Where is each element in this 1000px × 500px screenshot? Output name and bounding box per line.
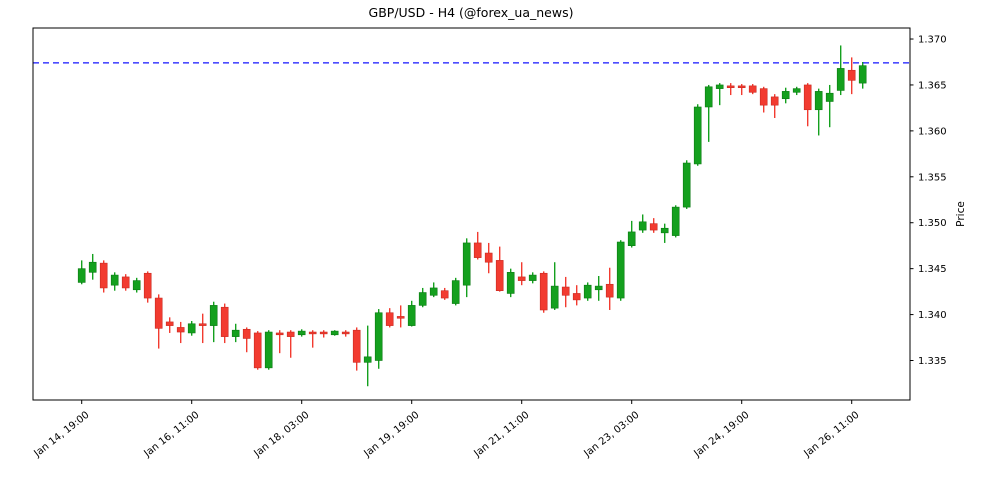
candle-body <box>616 241 625 299</box>
candle-body <box>286 331 295 337</box>
candle-body <box>781 91 790 100</box>
candle-body <box>363 356 372 363</box>
candle-body <box>627 231 636 246</box>
candle-body <box>649 223 658 231</box>
candle-body <box>440 290 449 299</box>
candle-body <box>319 331 328 335</box>
candle-body <box>803 84 812 111</box>
candle-body <box>385 312 394 326</box>
candle-body <box>429 287 438 296</box>
candle-body <box>143 272 152 299</box>
candle-body <box>308 331 317 335</box>
candle-body <box>495 260 504 291</box>
candle-body <box>671 206 680 236</box>
candle-body <box>396 316 405 319</box>
candle-body <box>528 274 537 281</box>
x-tick-label: Jan 24, 19:00 <box>692 410 752 460</box>
candle-body <box>726 85 735 89</box>
chart-title: GBP/USD - H4 (@forex_ua_news) <box>369 5 574 20</box>
candle-body <box>242 328 251 339</box>
candle-body <box>187 323 196 334</box>
candle-body <box>110 274 119 286</box>
candle-body <box>473 242 482 258</box>
y-tick-label: 1.350 <box>918 218 947 229</box>
candle-body <box>759 88 768 106</box>
candle-body <box>748 85 757 93</box>
y-axis-label: Price <box>955 201 967 227</box>
candle-body <box>704 86 713 108</box>
candle-body <box>814 91 823 111</box>
x-tick-label: Jan 16, 11:00 <box>142 410 202 460</box>
candle-body <box>330 330 339 336</box>
y-tick-label: 1.365 <box>918 80 947 91</box>
candle-body <box>121 276 130 289</box>
y-tick-label: 1.340 <box>918 310 947 321</box>
candle-body <box>462 242 471 286</box>
candle-body <box>209 305 218 326</box>
candle-body <box>176 327 185 333</box>
x-tick-label: Jan 14, 19:00 <box>32 410 92 460</box>
candle-body <box>77 268 86 283</box>
candle-body <box>407 305 416 326</box>
candle-body <box>341 331 350 335</box>
candle-body <box>506 272 515 294</box>
candle-body <box>352 329 361 363</box>
plot-area: 1.370 1.365 1.360 1.355 1.350 1.345 1.340 1.335… <box>32 27 947 460</box>
x-tick-label: Jan 21, 11:00 <box>472 410 532 460</box>
candle-body <box>451 280 460 304</box>
candle-body <box>275 332 284 336</box>
candle-body <box>737 85 746 89</box>
candle-body <box>770 96 779 106</box>
candle-body <box>550 285 559 309</box>
candle-body <box>297 330 306 336</box>
candle-body <box>374 312 383 361</box>
candle-body <box>517 276 526 281</box>
y-tick-label: 1.335 <box>918 356 947 367</box>
candle-body <box>154 297 163 329</box>
candle-body <box>198 323 207 326</box>
candle-body <box>561 286 570 296</box>
candle-body <box>847 69 856 81</box>
x-tick-label: Jan 19, 19:00 <box>362 410 422 460</box>
y-tick-label: 1.370 <box>918 35 947 46</box>
candle-body <box>88 261 97 273</box>
y-tick-label: 1.355 <box>918 172 947 183</box>
candle-body <box>638 221 647 231</box>
y-tick-label: 1.360 <box>918 126 947 137</box>
candle-body <box>836 68 845 91</box>
candle-body <box>825 92 834 102</box>
candle-body <box>605 283 614 298</box>
candle-body <box>715 84 724 89</box>
candle-body <box>539 272 548 311</box>
candle-body <box>264 331 273 369</box>
candle-body <box>418 292 427 306</box>
candle-body <box>99 262 108 289</box>
candle-body <box>858 65 867 84</box>
x-tick-label: Jan 26, 11:00 <box>802 410 862 460</box>
candle-body <box>132 280 141 291</box>
x-tick-label: Jan 23, 03:00 <box>582 410 642 460</box>
candle-body <box>165 321 174 326</box>
candle-body <box>792 88 801 93</box>
plot-border <box>32 27 911 401</box>
candle-body <box>572 293 581 301</box>
candle-body <box>220 306 229 337</box>
candle-body <box>583 284 592 299</box>
candle-body <box>682 162 691 208</box>
y-tick-label: 1.345 <box>918 264 947 275</box>
candle-body <box>253 332 262 369</box>
candle-body <box>484 252 493 263</box>
candle-body <box>594 285 603 291</box>
candle-body <box>693 106 702 165</box>
candle-body <box>231 329 240 337</box>
candle-body <box>660 227 669 234</box>
x-tick-label: Jan 18, 03:00 <box>252 410 312 460</box>
